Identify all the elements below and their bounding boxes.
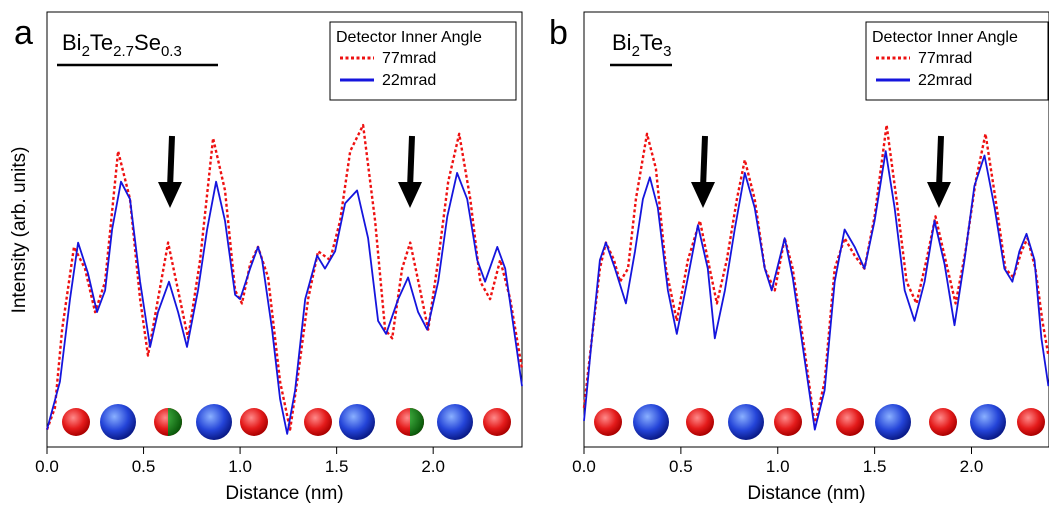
line-series — [45, 123, 524, 431]
legend-title: Detector Inner Angle — [336, 29, 482, 46]
legend-box — [329, 21, 517, 101]
x-tick-label: 0.5 — [132, 457, 156, 476]
legend-label: 77mrad — [918, 50, 972, 67]
x-tick-label: 0.0 — [35, 457, 59, 476]
legend-title: Detector Inner Angle — [872, 29, 1018, 46]
x-axis-label: Distance (nm) — [747, 483, 865, 504]
x-tick-label: 0.0 — [572, 457, 596, 476]
title-part: 2.7 — [113, 43, 134, 60]
x-tick-label: 1.0 — [228, 457, 252, 476]
title-part: Bi — [62, 30, 82, 55]
x-tick-label: 1.5 — [863, 457, 887, 476]
legend-label: 22mrad — [918, 72, 972, 89]
sample-title: Bi2Te2.7Se0.3 — [62, 30, 182, 60]
title-part: 0.3 — [161, 43, 182, 60]
title-part: 2 — [632, 43, 640, 60]
title-part: 2 — [82, 43, 90, 60]
legend-label: 77mrad — [382, 50, 436, 67]
plot-frame — [583, 11, 1049, 448]
line-series — [46, 172, 523, 435]
x-tick-label: 1.0 — [766, 457, 790, 476]
plot-frame — [46, 11, 523, 448]
panel-letter: b — [549, 14, 568, 52]
x-tick-label: 1.5 — [325, 457, 349, 476]
title-part: Te — [90, 30, 113, 55]
panel-letter: a — [14, 14, 33, 52]
x-tick-label: 0.5 — [669, 457, 693, 476]
title-part: Bi — [612, 30, 632, 55]
arrows — [158, 135, 951, 208]
title-part: Se — [134, 30, 161, 55]
sample-title: Bi2Te3 — [612, 30, 672, 60]
y-axis-label: Intensity (arb. units) — [9, 147, 30, 314]
line-series — [583, 150, 1049, 431]
legend-box — [865, 21, 1049, 101]
x-tick-label: 2.0 — [421, 457, 445, 476]
title-part: 3 — [663, 43, 671, 60]
atoms-b — [594, 404, 1045, 440]
x-axis-label: Distance (nm) — [225, 483, 343, 504]
x-tick-label: 2.0 — [960, 457, 984, 476]
atoms-a — [62, 404, 511, 440]
title-part: Te — [640, 30, 663, 55]
legend-label: 22mrad — [382, 72, 436, 89]
